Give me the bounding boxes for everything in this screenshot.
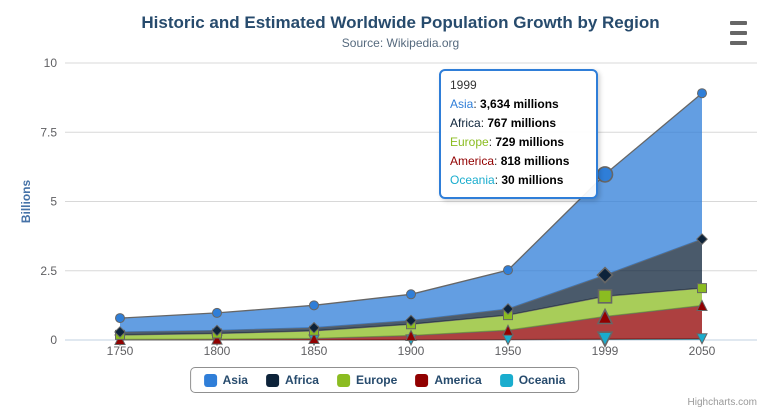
area-asia[interactable] bbox=[120, 93, 702, 332]
marker-america-1900[interactable] bbox=[405, 329, 417, 342]
legend: Asia Africa Europe America Oceania bbox=[189, 367, 580, 393]
marker-oceania-2050[interactable] bbox=[696, 333, 708, 345]
marker-africa-1800[interactable] bbox=[211, 324, 223, 337]
x-axis-label: 1850 bbox=[301, 344, 328, 358]
y-axis-label: 2.5 bbox=[40, 264, 57, 278]
legend-swatch-icon bbox=[499, 373, 513, 387]
tooltip: 1999 Asia: 3,634 millions Africa: 767 mil… bbox=[439, 69, 598, 199]
marker-africa-1999[interactable] bbox=[596, 266, 614, 284]
legend-swatch-icon bbox=[415, 373, 429, 387]
tooltip-series-value: 767 millions bbox=[487, 116, 557, 130]
marker-asia-1850[interactable] bbox=[309, 300, 319, 311]
x-axis-label: 1750 bbox=[107, 344, 134, 358]
tooltip-series-value: 3,634 millions bbox=[480, 97, 559, 111]
tooltip-series-name: Africa bbox=[450, 116, 481, 130]
marker-oceania-1999[interactable] bbox=[596, 331, 614, 348]
marker-europe-2050[interactable] bbox=[697, 283, 707, 294]
area-america[interactable] bbox=[120, 305, 702, 340]
y-axis-title: Billions bbox=[19, 180, 33, 224]
hamburger-bar bbox=[730, 41, 747, 45]
marker-africa-2050[interactable] bbox=[696, 233, 708, 246]
legend-item-america[interactable]: America bbox=[415, 373, 482, 387]
x-axis-label: 1800 bbox=[204, 344, 231, 358]
area-africa[interactable] bbox=[120, 239, 702, 335]
tooltip-row-africa: Africa: 767 millions bbox=[450, 116, 557, 130]
tooltip-header: 1999 bbox=[450, 78, 477, 92]
legend-swatch-icon bbox=[336, 373, 350, 387]
y-axis-label: 5 bbox=[50, 195, 57, 209]
y-axis-label: 0 bbox=[50, 333, 57, 347]
marker-asia-2050[interactable] bbox=[697, 88, 707, 99]
tooltip-series-value: 729 millions bbox=[495, 135, 565, 149]
legend-item-asia[interactable]: Asia bbox=[203, 373, 248, 387]
tooltip-row-oceania: Oceania: 30 millions bbox=[450, 173, 564, 187]
marker-asia-1900[interactable] bbox=[406, 289, 416, 300]
marker-america-1950[interactable] bbox=[502, 324, 514, 336]
marker-america-2050[interactable] bbox=[696, 299, 708, 311]
tooltip-series-name: Europe bbox=[450, 135, 489, 149]
x-axis-label: 2050 bbox=[689, 344, 716, 358]
legend-item-europe[interactable]: Europe bbox=[336, 373, 398, 387]
tooltip-row-america: America: 818 millions bbox=[450, 154, 570, 168]
marker-africa-1950[interactable] bbox=[502, 303, 514, 315]
tooltip-series-value: 30 millions bbox=[501, 173, 564, 187]
legend-swatch-icon bbox=[265, 373, 279, 387]
tooltip-series-value: 818 millions bbox=[500, 154, 570, 168]
marker-africa-1750[interactable] bbox=[114, 326, 126, 338]
hamburger-bar bbox=[730, 21, 747, 25]
marker-africa-1850[interactable] bbox=[308, 321, 320, 334]
legend-swatch-icon bbox=[203, 373, 217, 387]
tooltip-series-name: America bbox=[450, 154, 495, 168]
marker-africa-1900[interactable] bbox=[405, 314, 417, 327]
x-axis-label: 1999 bbox=[592, 344, 619, 358]
marker-asia-1750[interactable] bbox=[115, 313, 125, 324]
legend-label: Oceania bbox=[518, 373, 566, 387]
credits-link[interactable]: Highcharts.com bbox=[687, 397, 757, 408]
legend-label: Africa bbox=[284, 373, 319, 387]
marker-europe-1999[interactable] bbox=[597, 289, 613, 304]
chart-subtitle: Source: Wikipedia.org bbox=[341, 36, 460, 50]
marker-america-1850[interactable] bbox=[308, 332, 320, 344]
marker-america-1999[interactable] bbox=[596, 307, 614, 325]
y-axis-label: 10 bbox=[44, 56, 58, 70]
chart-title: Historic and Estimated Worldwide Populat… bbox=[141, 13, 660, 32]
legend-label: Asia bbox=[222, 373, 248, 387]
legend-label: America bbox=[434, 373, 482, 387]
tooltip-row-asia: Asia: 3,634 millions bbox=[450, 97, 559, 111]
marker-asia-1950[interactable] bbox=[503, 265, 513, 276]
legend-item-africa[interactable]: Africa bbox=[265, 373, 319, 387]
marker-america-1800[interactable] bbox=[211, 332, 223, 345]
x-axis-label: 1950 bbox=[495, 344, 522, 358]
marker-asia-1800[interactable] bbox=[212, 307, 222, 318]
y-axis-label: 7.5 bbox=[40, 125, 57, 139]
tooltip-row-europe: Europe: 729 millions bbox=[450, 135, 565, 149]
legend-item-oceania[interactable]: Oceania bbox=[499, 373, 566, 387]
tooltip-series-name: Asia bbox=[450, 97, 474, 111]
hamburger-bar bbox=[730, 31, 747, 35]
x-axis-label: 1900 bbox=[398, 344, 425, 358]
legend-label: Europe bbox=[355, 373, 398, 387]
tooltip-series-name: Oceania bbox=[450, 173, 495, 187]
export-menu-hamburger-icon[interactable] bbox=[730, 21, 747, 45]
marker-asia-1999[interactable] bbox=[596, 166, 614, 183]
